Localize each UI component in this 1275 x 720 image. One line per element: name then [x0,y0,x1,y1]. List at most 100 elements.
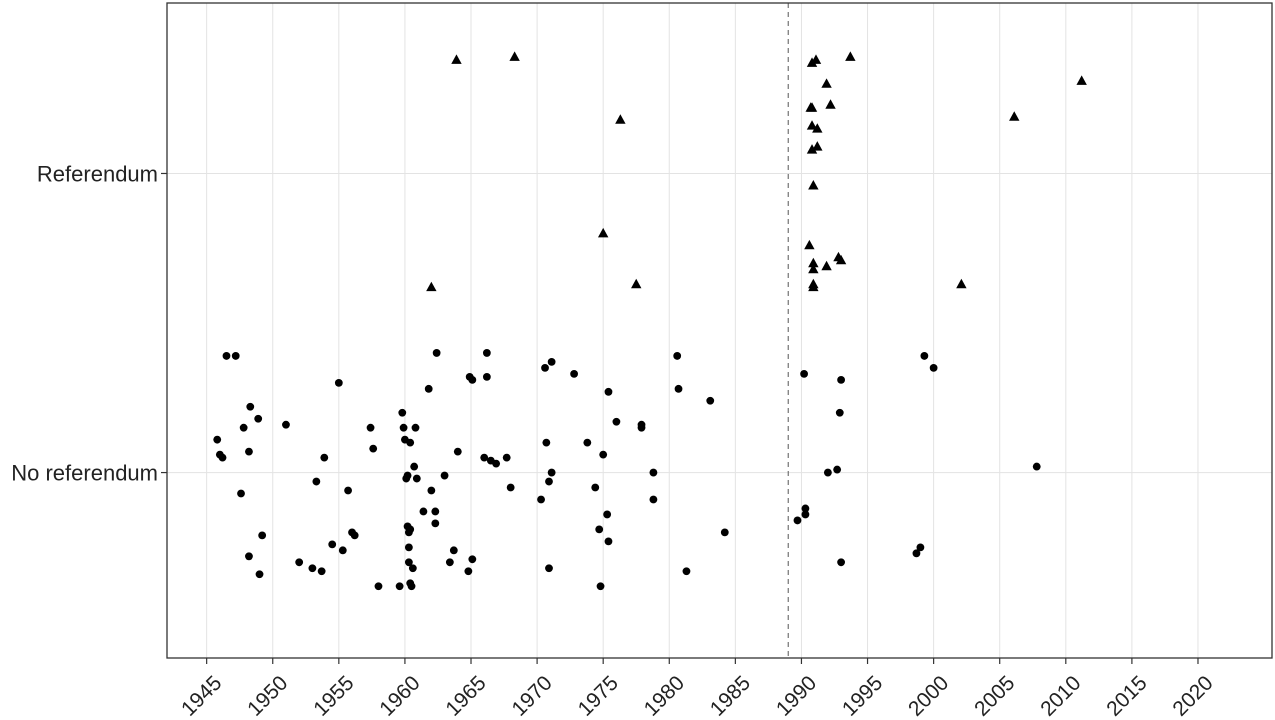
x-tick-label: 1960 [375,671,424,720]
circle-point [312,477,321,486]
circle-point [231,352,240,360]
circle-point [468,375,477,384]
circle-point [912,549,921,558]
circle-point [603,510,612,519]
circle-point [596,582,605,591]
circle-point [801,510,810,519]
x-tick-label: 1970 [508,671,557,720]
circle-point [833,465,842,474]
circle-point [398,408,407,417]
circle-point [537,495,545,504]
circle-point [399,423,408,432]
y-tick-label: No referendum [11,461,158,486]
circle-point [237,489,245,498]
triangle-point [808,257,819,268]
circle-point [427,486,436,495]
plot-border [166,2,1273,659]
circle-point [541,363,549,372]
circle-point [706,396,715,405]
circle-point [793,516,802,525]
circle-point [246,402,255,411]
x-tick-label: 1990 [772,671,821,720]
circle-point [545,477,553,486]
circle-point [350,531,359,540]
triangle-point [426,281,437,292]
triangle-point [812,141,823,151]
circle-point [344,486,352,495]
circle-point [547,358,556,366]
x-tick-label: 1985 [706,671,755,720]
circle-point [334,378,343,387]
circle-point [432,349,441,357]
x-tick-label: 1955 [309,671,358,720]
circle-point [482,372,491,381]
circle-point [295,558,304,567]
circle-point [929,363,938,372]
circle-point [682,567,691,576]
triangle-point [1009,111,1020,121]
circle-point [406,438,415,447]
circle-point [213,435,222,444]
circle-point [254,414,263,423]
triangle-point [956,278,967,289]
circle-point [366,423,375,432]
circle-point [431,507,440,516]
triangle-point [806,144,818,154]
x-axis: 1945 1950 1955 1960 1965 1970 1975 1980 1985 1990… [177,658,1218,720]
circle-point [408,564,417,573]
circle-point [506,483,515,492]
triangle-point [509,51,520,61]
circle-point [218,453,227,462]
x-tick-label: 2010 [1036,671,1085,720]
circle-point [599,450,608,459]
circle-point [823,468,832,477]
circle-point [403,471,412,480]
triangle-point [631,278,642,289]
x-tick-label: 1965 [441,671,490,720]
circle-point [404,543,413,552]
circle-point [369,444,378,453]
x-tick-label: 1980 [640,671,689,720]
circle-point [245,447,253,456]
circle-point [673,352,682,360]
circle-point [453,447,462,456]
circle-point [1032,462,1041,471]
circle-point [282,420,290,429]
circle-point [583,438,592,447]
circle-point [649,468,658,477]
circle-point [637,423,646,432]
circle-point [328,540,337,549]
triangle-point [845,51,856,61]
circle-point [449,546,458,555]
x-tick-label: 2015 [1102,671,1151,720]
circle-point [916,543,925,552]
x-tick-label: 1975 [574,671,623,720]
triangle-point [821,260,832,271]
circle-point [245,552,253,561]
y-axis: No referendum Referendum [11,161,167,486]
circle-point [800,369,808,378]
triangle-point [451,54,462,64]
circle-point [239,423,248,432]
circle-point [468,555,477,564]
grid-lines [167,3,1272,658]
y-tick-label: Referendum [37,161,158,186]
circle-point [801,504,810,513]
triangle-point [808,263,819,274]
circle-point [412,474,421,483]
circle-point [835,408,844,417]
x-tick-label: 2020 [1168,671,1217,720]
circle-point [374,582,383,591]
data-points [213,51,1087,591]
triangle-point [808,180,819,190]
circle-point [545,564,553,573]
triangle-point [597,227,609,238]
circle-point [837,558,846,567]
triangle-point [821,78,832,88]
circle-point [920,352,929,360]
circle-point [649,495,658,504]
triangle-point [812,123,823,133]
triangle-point [835,254,847,265]
triangle-point [1076,75,1087,85]
